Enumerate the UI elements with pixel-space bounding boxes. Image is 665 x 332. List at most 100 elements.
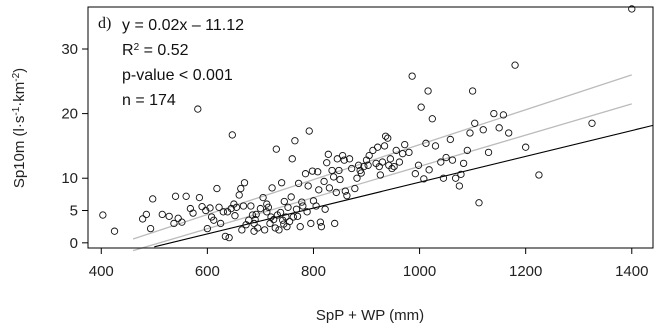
data-point	[261, 226, 269, 234]
data-point	[357, 169, 365, 177]
data-point	[333, 155, 341, 163]
data-point	[203, 224, 212, 233]
data-point	[239, 202, 248, 210]
data-point	[417, 103, 425, 111]
data-point	[308, 167, 317, 175]
p-value: p-value < 0.001	[122, 67, 233, 84]
data-point	[298, 198, 306, 206]
data-point	[365, 151, 373, 160]
data-point	[588, 119, 596, 127]
data-point	[338, 151, 347, 160]
r-squared: R2 = 0.52	[122, 42, 189, 60]
data-point	[505, 129, 513, 137]
data-point	[272, 145, 280, 153]
data-point	[237, 184, 245, 193]
data-point	[401, 140, 409, 149]
data-point	[307, 219, 315, 228]
y-tick-label: 5	[70, 203, 78, 220]
data-point	[280, 197, 288, 206]
data-point	[238, 226, 246, 234]
data-point	[446, 135, 454, 144]
data-point	[422, 139, 430, 147]
data-point	[386, 155, 395, 163]
data-point	[215, 203, 223, 211]
data-point	[299, 202, 307, 210]
data-point	[189, 209, 197, 217]
data-point	[451, 174, 460, 182]
x-axis-label: SpP + WP (mm)	[316, 307, 424, 324]
data-point	[323, 159, 331, 167]
data-point	[345, 155, 354, 163]
data-point	[195, 193, 204, 202]
data-point	[398, 150, 407, 158]
data-point	[216, 219, 225, 228]
data-point	[331, 219, 339, 228]
data-point	[219, 208, 227, 216]
data-point	[522, 143, 530, 151]
data-point	[198, 202, 206, 211]
data-point	[232, 203, 241, 211]
data-point	[535, 171, 543, 179]
data-point	[259, 193, 267, 202]
regression-equation: y = 0.02x – 11.12	[122, 17, 244, 34]
data-point	[335, 166, 343, 175]
data-point	[264, 203, 273, 211]
x-tick-label: 800	[301, 263, 326, 280]
data-point	[240, 179, 249, 187]
data-point	[381, 132, 390, 140]
data-point	[250, 227, 258, 235]
data-point	[291, 137, 299, 145]
y-tick-label: 0	[70, 235, 78, 252]
data-point	[390, 162, 398, 171]
data-point	[484, 148, 493, 157]
data-point	[303, 208, 311, 216]
y-tick-label: 20	[61, 106, 78, 123]
data-point	[425, 166, 433, 174]
data-point	[231, 212, 239, 220]
data-point	[210, 216, 218, 224]
data-point	[336, 175, 344, 184]
data-point	[294, 179, 303, 188]
data-point	[165, 212, 173, 220]
confidence-band	[132, 74, 632, 252]
data-point	[287, 193, 295, 201]
x-tick-label: 1400	[615, 263, 648, 280]
data-point	[320, 177, 328, 186]
data-point	[455, 182, 464, 190]
data-point	[304, 182, 312, 190]
data-point	[314, 168, 322, 176]
data-point	[463, 146, 471, 155]
data-point	[267, 213, 275, 221]
data-point	[206, 204, 214, 212]
data-point	[408, 72, 416, 80]
data-point	[353, 174, 361, 182]
data-point	[280, 220, 288, 228]
y-axis-label: Sp10m (l·s-1·km-2)	[11, 68, 29, 188]
data-point	[468, 87, 477, 95]
data-point	[343, 192, 351, 200]
x-axis: 400 600 800 1000 1200 1400	[89, 248, 648, 280]
x-tick-label: 1200	[509, 263, 542, 280]
data-point	[340, 156, 348, 164]
data-point	[228, 131, 236, 139]
data-point	[263, 208, 271, 216]
x-tick-label: 400	[89, 263, 114, 280]
data-point	[448, 156, 457, 164]
data-point	[457, 170, 465, 178]
data-point	[99, 211, 107, 219]
data-point	[213, 184, 221, 193]
ylabel-end: )	[11, 68, 28, 73]
data-point	[285, 217, 294, 226]
data-point	[360, 162, 368, 171]
data-point	[312, 202, 320, 210]
data-point	[499, 111, 508, 119]
data-point	[149, 195, 157, 203]
data-point	[250, 219, 258, 228]
data-point	[225, 234, 233, 242]
data-point	[437, 158, 445, 166]
sample-size: n = 174	[122, 92, 176, 109]
data-point	[146, 224, 155, 233]
data-point	[628, 5, 636, 13]
ylabel-mid: ·km	[11, 82, 28, 107]
